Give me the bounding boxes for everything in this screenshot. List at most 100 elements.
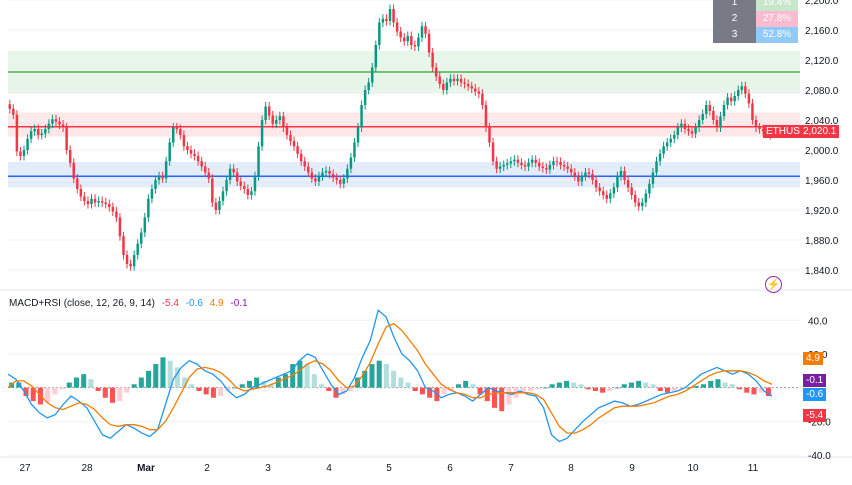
histogram-bar xyxy=(528,387,534,391)
histogram-bar xyxy=(477,387,483,395)
candle xyxy=(26,134,29,155)
histogram-bar xyxy=(398,377,404,388)
candle xyxy=(193,149,196,161)
candle xyxy=(601,186,605,200)
candle xyxy=(150,184,154,204)
candle xyxy=(33,124,36,136)
candle-body xyxy=(502,165,505,167)
candle xyxy=(136,239,139,260)
candle xyxy=(76,174,79,194)
candle xyxy=(623,166,626,185)
histogram-bar xyxy=(463,380,469,388)
candle-body xyxy=(538,162,541,167)
candle-body xyxy=(449,78,452,83)
candle xyxy=(161,171,164,183)
candle xyxy=(740,81,744,95)
candle-body xyxy=(346,168,349,179)
candle xyxy=(349,153,353,174)
price-tick-label: 2,080.0 xyxy=(805,86,839,97)
candle-body xyxy=(445,82,449,90)
candle-body xyxy=(655,161,658,173)
histogram-bar xyxy=(491,387,498,408)
candle xyxy=(44,124,47,138)
candle xyxy=(680,119,683,132)
histogram-bar xyxy=(160,357,166,388)
candle xyxy=(754,115,758,132)
candle xyxy=(488,123,491,147)
candle xyxy=(530,155,534,168)
histogram-bar xyxy=(275,377,281,388)
candle xyxy=(733,91,736,106)
candle xyxy=(388,4,392,26)
candle xyxy=(285,123,289,140)
candle-body xyxy=(676,127,680,135)
candle-body xyxy=(697,120,701,128)
candle xyxy=(442,79,445,95)
flash-icon[interactable]: ⚡ xyxy=(765,276,782,293)
candle-body xyxy=(747,93,751,104)
candle xyxy=(339,175,342,189)
candle-body xyxy=(559,162,562,165)
candle xyxy=(715,115,719,132)
indicator-line xyxy=(7,309,773,443)
histogram-bar xyxy=(66,382,72,388)
histogram-bar xyxy=(138,377,144,388)
candle-body xyxy=(406,36,410,42)
histogram-bar xyxy=(628,382,634,388)
histogram-bar xyxy=(549,384,555,388)
candle-body xyxy=(118,217,122,237)
candle xyxy=(456,74,459,86)
candle xyxy=(729,93,733,106)
candle-body xyxy=(509,161,513,164)
candle xyxy=(381,14,385,27)
candle-body xyxy=(527,162,530,167)
candle-body xyxy=(150,189,154,199)
candle-body xyxy=(225,180,228,192)
candle xyxy=(250,186,253,200)
candle-body xyxy=(566,166,569,169)
candle-body xyxy=(44,129,47,134)
time-axis: 27 28 Mar 2 3 4 5 6 7 8 9 10 11 xyxy=(19,463,758,474)
candle-body xyxy=(523,165,527,167)
candle xyxy=(331,169,335,183)
candle xyxy=(100,196,104,207)
histogram-bar xyxy=(455,384,461,388)
candle xyxy=(342,174,346,189)
histogram-bar xyxy=(59,387,65,390)
candle-body xyxy=(516,159,520,163)
candle-body xyxy=(164,161,168,179)
candle xyxy=(694,123,697,138)
legend-value: 4.9 xyxy=(209,298,224,309)
candle-body xyxy=(545,168,548,170)
rsi-table-rank: 1 xyxy=(713,0,756,11)
candle-body xyxy=(168,142,171,162)
candle-body xyxy=(97,201,100,203)
candle-body xyxy=(232,168,235,173)
candle xyxy=(413,40,417,51)
candle-body xyxy=(740,86,744,90)
candle xyxy=(612,183,616,198)
candle xyxy=(392,4,395,27)
candle-body xyxy=(484,105,488,128)
candle-body xyxy=(630,187,633,195)
histogram-bar xyxy=(499,387,505,412)
candle xyxy=(641,198,644,211)
candle-body xyxy=(61,124,65,128)
candle-body xyxy=(129,264,132,267)
time-tick-label: 28 xyxy=(81,463,93,474)
histogram-bar xyxy=(182,377,188,388)
candle xyxy=(630,183,633,200)
candle-body xyxy=(122,236,125,255)
rsi-side-table: 1 19.4% 2 27.8% 3 52.8% xyxy=(713,0,798,43)
candle-body xyxy=(474,88,477,92)
candle-body xyxy=(360,105,363,128)
candle xyxy=(246,184,250,200)
candle-body xyxy=(601,191,605,195)
candle xyxy=(15,110,19,156)
candle xyxy=(90,194,93,209)
candle xyxy=(203,162,207,177)
candle xyxy=(140,228,143,249)
candle xyxy=(417,33,420,51)
rsi-table-row: 1 19.4% xyxy=(713,0,798,11)
candle xyxy=(463,78,466,89)
